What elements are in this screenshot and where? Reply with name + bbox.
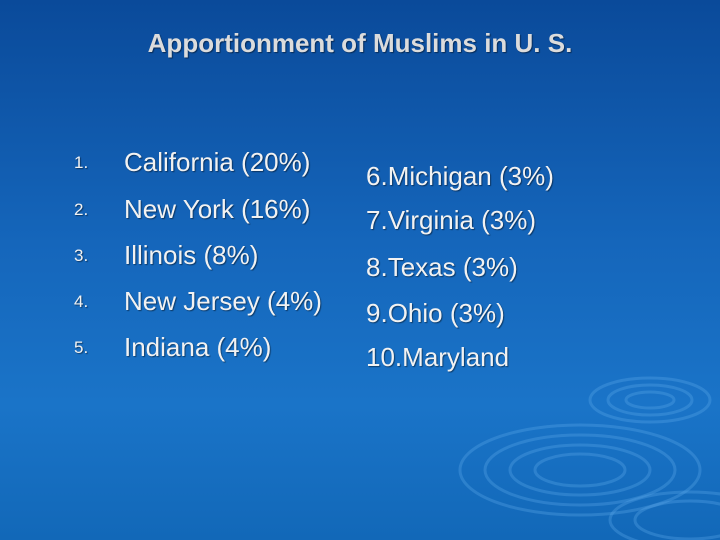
list-item: New Jersey (4%) [124,286,322,316]
list-number: 4. [74,292,89,311]
list-number: 1. [74,153,89,172]
list-item: New York (16%) [124,194,311,224]
list-number: 6.Michigan (3%) [366,161,554,192]
list-item: Texas (3%) [387,252,518,282]
slide-title: Apportionment of Muslims in U. S. [147,28,573,58]
list-number: 5. [74,338,89,357]
list-number-text: 6. [366,161,388,191]
list-item: Ohio (3%) [387,298,505,328]
list-item: California (20%) [124,147,311,177]
list-item: Michigan (3%) [387,161,554,191]
list-item: Illinois (8%) [124,240,259,270]
list-number: 10.Maryland [366,342,509,373]
list-item: Indiana (4%) [124,332,272,362]
list-item: Maryland [402,342,510,372]
list-item: Virginia (3%) [387,205,537,235]
list-number: 9.Ohio (3%) [366,298,505,329]
list-number-text: 9. [366,298,388,328]
list-number: 2. [74,200,89,219]
list-number: 8.Texas (3%) [366,252,518,283]
list-number: 7.Virginia (3%) [366,205,536,236]
list-number-text: 8. [366,252,388,282]
list-number-text: 7. [366,205,388,235]
list-number: 3. [74,246,89,265]
list-number-text: 10. [366,342,403,372]
